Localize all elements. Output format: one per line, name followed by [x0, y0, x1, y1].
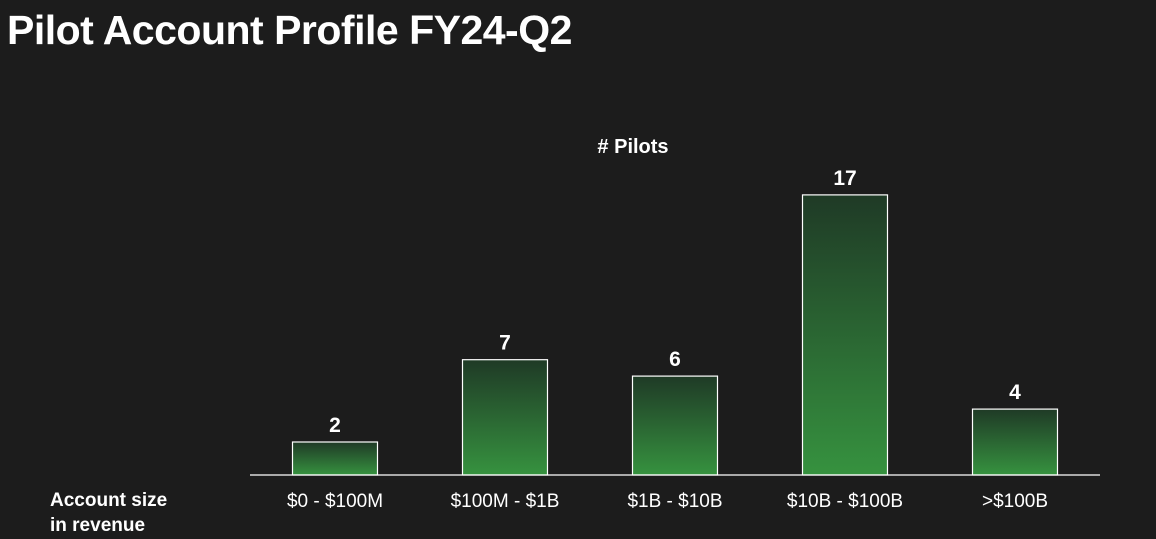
x-tick-label-4: >$100B: [982, 491, 1048, 512]
tick-labels-group: $0 - $100M $100M - $1B $1B - $10B $10B - $1…: [287, 491, 1048, 512]
x-axis-caption: Account size in revenue: [50, 488, 167, 538]
bar-2: [631, 375, 719, 476]
x-tick-label-3: $10B - $100B: [787, 491, 903, 512]
page-title: Pilot Account Profile FY24-Q2: [7, 7, 572, 53]
bar-value-label-1: 7: [499, 332, 511, 355]
bar-4: [971, 408, 1059, 476]
x-tick-label-2: $1B - $10B: [627, 491, 722, 512]
bar-value-label-4: 4: [1009, 381, 1021, 404]
x-tick-label-1: $100M - $1B: [451, 491, 560, 512]
bar-value-label-2: 6: [669, 348, 681, 371]
bar-0: [291, 441, 379, 476]
chart-title: # Pilots: [597, 136, 669, 158]
bar-1: [461, 359, 549, 476]
x-tick-label-0: $0 - $100M: [287, 491, 383, 512]
bar-value-label-0: 2: [329, 414, 341, 437]
bar-value-label-3: 17: [833, 167, 856, 190]
x-axis-caption-line-2: in revenue: [50, 515, 146, 536]
bars-group: 2 7 6 17 4: [291, 167, 1059, 476]
bar-3: [801, 194, 889, 476]
x-axis-caption-line-1: Account size: [50, 490, 168, 511]
